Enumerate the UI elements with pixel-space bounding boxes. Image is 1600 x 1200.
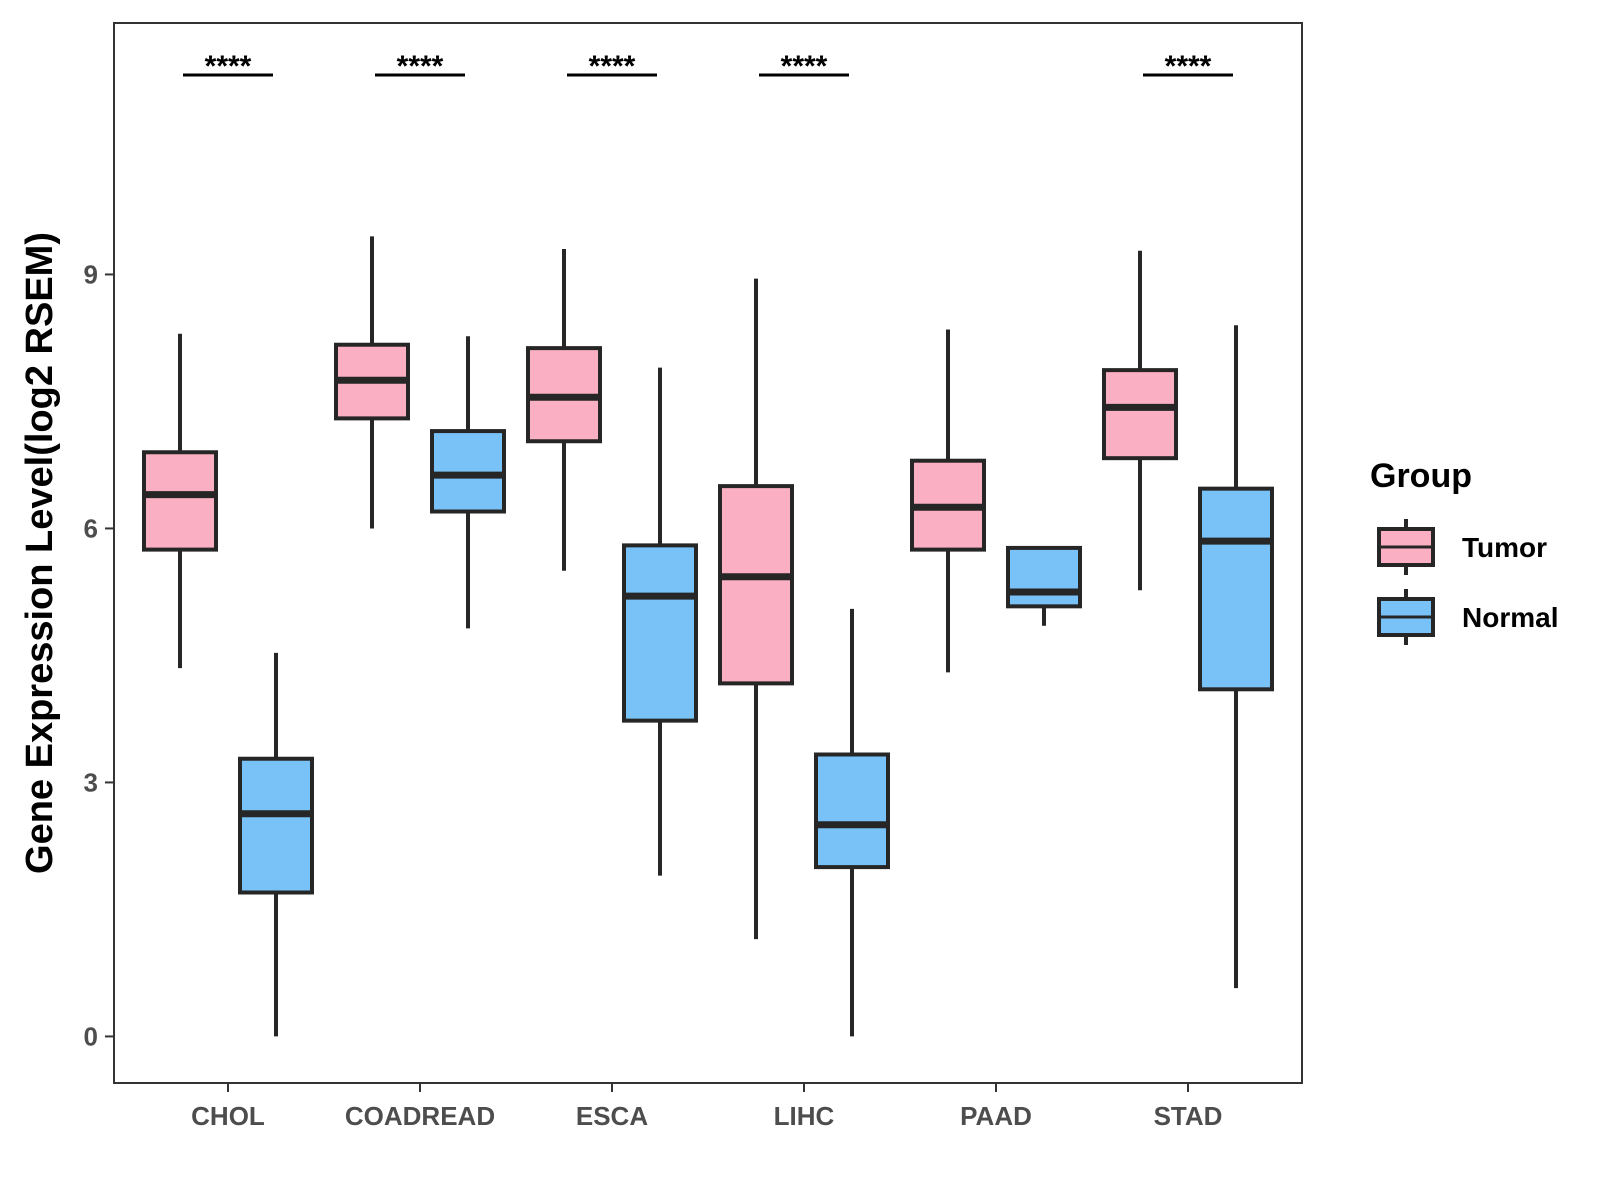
iqr-box [1102, 368, 1178, 461]
y-axis: 0 3 6 9 [84, 259, 114, 1051]
significance-chol: **** [183, 50, 273, 83]
iqr-box [1198, 486, 1274, 692]
significance-lihc: **** [759, 50, 849, 83]
iqr-box [238, 756, 314, 895]
significance-label: **** [397, 50, 444, 83]
significance-label: **** [781, 50, 828, 83]
iqr-box [430, 429, 506, 514]
x-tick-label: LIHC [774, 1101, 835, 1131]
significance-label: **** [205, 50, 252, 83]
box-chol-normal [238, 652, 314, 1037]
y-tick-label: 9 [84, 259, 98, 289]
x-tick-label: CHOL [191, 1101, 265, 1131]
x-axis: CHOL COADREAD ESCA LIHC PAAD STAD [191, 1083, 1222, 1131]
legend: Group Tumor Normal [1370, 457, 1558, 645]
box-coadread-tumor [334, 236, 410, 529]
significance-esca: **** [567, 50, 657, 83]
y-tick-label: 3 [84, 767, 98, 797]
y-tick-label: 0 [84, 1021, 98, 1051]
iqr-box [1006, 545, 1082, 609]
iqr-box [814, 752, 890, 870]
significance-stad: **** [1143, 50, 1233, 83]
box-lihc-tumor [718, 278, 794, 940]
iqr-box [142, 450, 218, 552]
iqr-box [622, 543, 698, 723]
legend-title: Group [1370, 457, 1472, 495]
plot-area: **** **** **** **** **** [142, 50, 1274, 1037]
box-coadread-normal [430, 336, 506, 629]
box-paad-tumor [910, 329, 986, 673]
iqr-box [718, 484, 794, 686]
legend-item-tumor: Tumor [1377, 519, 1547, 575]
y-tick-label: 6 [84, 513, 98, 543]
legend-label: Tumor [1462, 532, 1547, 563]
box-chol-tumor [142, 333, 218, 669]
significance-coadread: **** [375, 50, 465, 83]
box-stad-normal [1198, 325, 1274, 989]
box-esca-normal [622, 367, 698, 876]
significance-label: **** [1165, 50, 1212, 83]
x-tick-label: COADREAD [345, 1101, 495, 1131]
box-stad-tumor [1102, 250, 1178, 591]
box-paad-normal [1006, 545, 1082, 626]
x-tick-label: ESCA [576, 1101, 648, 1131]
box-esca-tumor [526, 249, 602, 571]
box-lihc-normal [814, 608, 890, 1037]
legend-label: Normal [1462, 602, 1558, 633]
significance-label: **** [589, 50, 636, 83]
plot-panel-border [113, 22, 1303, 1084]
legend-item-normal: Normal [1377, 589, 1558, 645]
x-tick-label: STAD [1154, 1101, 1223, 1131]
x-tick-label: PAAD [960, 1101, 1032, 1131]
y-axis-title: Gene Expression Level(log2 RSEM) [19, 232, 61, 874]
